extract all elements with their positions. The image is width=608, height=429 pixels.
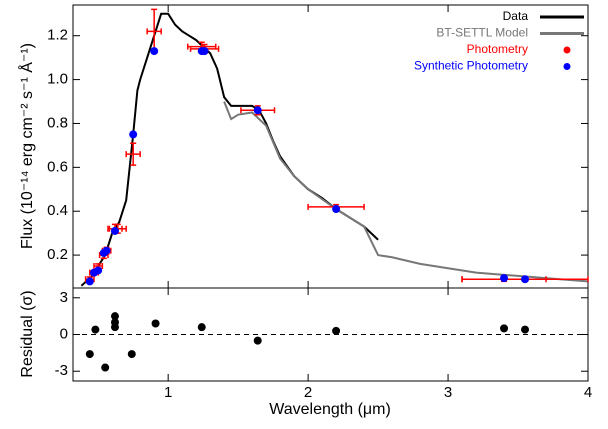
synthetic-point (85, 277, 94, 286)
x-axis-label: Wavelength (μm) (269, 401, 391, 418)
synthetic-point (521, 275, 530, 284)
spectrum-line (80, 12, 379, 287)
residual-point (332, 326, 341, 335)
y-tick-label: 1.2 (47, 27, 68, 44)
error-bar (146, 8, 162, 55)
residual-point (110, 323, 119, 332)
residual-point (85, 350, 94, 359)
residual-point (151, 319, 160, 328)
y-tick-label: -3 (55, 362, 68, 379)
residual-point (110, 312, 119, 321)
synthetic-point (253, 106, 262, 115)
x-tick-label: 1 (164, 384, 172, 401)
y-axis-label: Residual (σ) (19, 290, 36, 377)
x-tick-label: 2 (304, 384, 312, 401)
synthetic-point (500, 274, 509, 283)
legend-label: BT-SETTL Model (436, 26, 528, 40)
synthetic-point (102, 246, 111, 255)
synthetic-point (110, 226, 119, 235)
error-bar (187, 41, 217, 52)
bottom-frame (72, 287, 589, 382)
y-tick-label: 0.6 (47, 158, 68, 175)
synthetic-point (129, 130, 138, 139)
y-tick-label: 0.2 (47, 246, 68, 263)
residual-point (91, 325, 100, 334)
error-bar (93, 263, 104, 270)
residual-point (253, 336, 262, 345)
legend-swatch (563, 46, 571, 54)
y-tick-label: 1.0 (47, 71, 68, 88)
legend-label: Photometry (467, 42, 528, 56)
synthetic-point (150, 47, 159, 56)
legend-label: Data (503, 9, 529, 23)
y-tick-label: 0.8 (47, 114, 68, 131)
x-tick-label: 3 (444, 384, 452, 401)
synthetic-point (332, 205, 341, 214)
spectrum-line (223, 101, 589, 283)
y-axis-label: Flux (10⁻¹⁴ erg cm⁻² s⁻¹ Å⁻¹) (17, 43, 36, 249)
legend-label: Synthetic Photometry (414, 59, 528, 73)
synthetic-point (200, 47, 209, 56)
synthetic-point (94, 266, 103, 275)
y-tick-label: 3 (60, 289, 68, 306)
y-tick-label: 0 (60, 325, 68, 342)
residual-point (101, 363, 110, 372)
residual-point (521, 325, 530, 334)
x-tick-label: 4 (584, 384, 592, 401)
y-tick-label: 0.4 (47, 202, 68, 219)
residual-point (197, 323, 206, 332)
residual-point (127, 350, 136, 359)
legend-swatch (563, 63, 571, 70)
error-bar (125, 142, 141, 166)
residual-point (500, 324, 509, 333)
